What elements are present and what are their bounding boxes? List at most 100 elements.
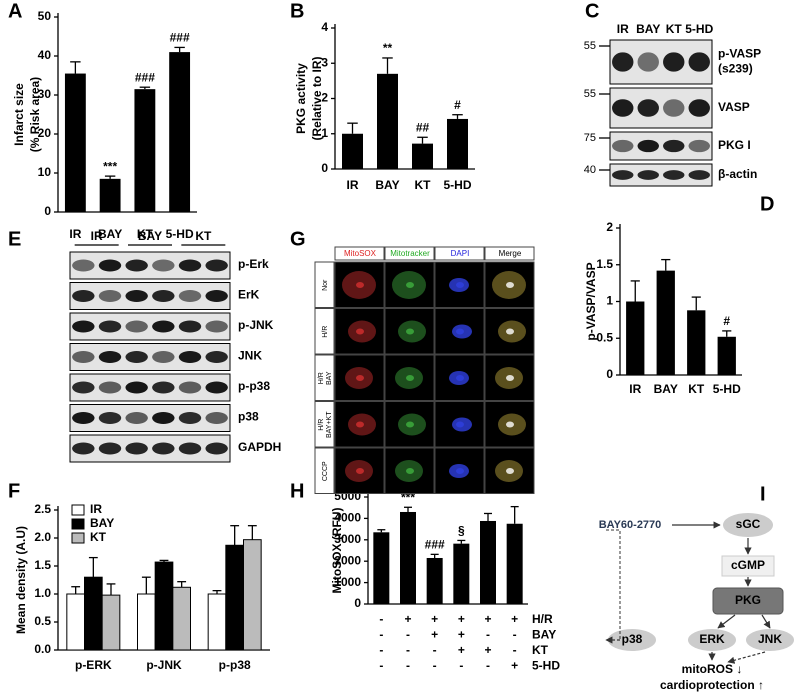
legend-swatch bbox=[71, 532, 85, 544]
y-tick-label: 1000 bbox=[334, 575, 361, 589]
node-sgc-shape bbox=[723, 513, 773, 537]
bar bbox=[400, 511, 416, 604]
blot-band bbox=[663, 99, 685, 117]
y-tick-label: 2.0 bbox=[34, 530, 51, 544]
x-tick-label: p-p38 bbox=[219, 658, 251, 672]
bar bbox=[377, 73, 398, 169]
treatment-sign: - bbox=[433, 659, 437, 673]
significance-label: § bbox=[458, 524, 465, 538]
y-axis-label: Mean density (A.U) bbox=[14, 526, 28, 634]
bar bbox=[207, 593, 227, 651]
node-jnk: JNK bbox=[758, 632, 782, 646]
y-tick-label: 2 bbox=[606, 220, 613, 234]
y-axis-label: MitoSOX (RFU) bbox=[330, 508, 344, 594]
bar bbox=[426, 557, 443, 604]
x-tick-label: KT bbox=[688, 382, 705, 396]
lane-label: KT bbox=[666, 22, 683, 36]
bar bbox=[453, 543, 470, 604]
blot-band bbox=[663, 170, 685, 180]
bar bbox=[717, 336, 736, 375]
x-tick-label: 5-HD bbox=[166, 227, 194, 241]
blot-band bbox=[152, 442, 175, 455]
blot-label: JNK bbox=[238, 349, 262, 363]
bar bbox=[154, 561, 174, 651]
cell-signal-core bbox=[406, 328, 414, 335]
mw-marker: 55 bbox=[584, 40, 596, 52]
bar bbox=[101, 594, 121, 651]
node-cgmp-shape bbox=[721, 555, 775, 577]
lane-label: BAY bbox=[138, 229, 162, 243]
y-tick-label: 40 bbox=[38, 48, 52, 62]
row-label: H/R bbox=[318, 419, 325, 431]
arrow bbox=[717, 614, 736, 629]
lane-label: 5-HD bbox=[685, 22, 713, 36]
treatment-sign: - bbox=[433, 643, 437, 657]
blot-band bbox=[178, 320, 202, 333]
outcome: mitoROS ↓ bbox=[682, 662, 743, 676]
row-label-box bbox=[314, 401, 335, 448]
y-tick-label: 20 bbox=[38, 126, 52, 140]
panel-letter: A bbox=[8, 0, 22, 22]
legend-label: KT bbox=[90, 530, 107, 544]
panel-letter: I bbox=[760, 483, 766, 505]
significance-label: # bbox=[454, 98, 461, 112]
blot-membrane bbox=[69, 251, 231, 280]
blot-band bbox=[72, 442, 95, 455]
blot-band bbox=[688, 99, 710, 117]
node-erk-shape bbox=[688, 629, 736, 651]
blot-band bbox=[98, 290, 122, 302]
treatment-sign: + bbox=[458, 643, 465, 657]
bar bbox=[64, 73, 86, 212]
y-tick-label: 10 bbox=[38, 165, 52, 179]
treatment-sign: - bbox=[406, 628, 410, 642]
bar bbox=[656, 270, 675, 375]
blot-band bbox=[125, 351, 148, 363]
treatment-sign: - bbox=[379, 612, 383, 626]
y-tick-label: 0 bbox=[354, 596, 361, 610]
treatment-sign: - bbox=[486, 628, 490, 642]
blot-band bbox=[72, 412, 95, 424]
outcome: cardioprotection ↑ bbox=[660, 678, 764, 692]
treatment-sign: - bbox=[513, 628, 517, 642]
column-header: Mitotracker bbox=[390, 249, 430, 258]
row-label-box bbox=[314, 447, 335, 494]
cell-signal-core bbox=[506, 328, 514, 335]
panel-letter: E bbox=[8, 228, 21, 250]
blot-band bbox=[72, 320, 95, 333]
blot-band bbox=[152, 320, 175, 333]
blot-band bbox=[688, 139, 710, 153]
blot-band bbox=[637, 139, 659, 153]
significance-label: ### bbox=[135, 70, 155, 84]
x-tick-label: IR bbox=[69, 227, 81, 241]
x-tick-label: 5-HD bbox=[713, 382, 741, 396]
blot-label: ErK bbox=[238, 288, 260, 302]
blot-band bbox=[178, 442, 202, 455]
treatment-sign: + bbox=[431, 612, 438, 626]
bar bbox=[687, 310, 706, 375]
bar bbox=[506, 523, 523, 604]
panel-letter: B bbox=[290, 0, 304, 22]
column-header: Merge bbox=[499, 249, 522, 258]
treatment-sign: + bbox=[484, 643, 491, 657]
treatment-sign: - bbox=[406, 643, 410, 657]
y-tick-label: 1.5 bbox=[34, 558, 51, 572]
legend-label: BAY bbox=[90, 516, 114, 530]
y-tick-label: 1 bbox=[606, 294, 613, 308]
row-label: BAY+KT bbox=[326, 411, 333, 438]
x-tick-label: BAY bbox=[98, 227, 122, 241]
blot-band bbox=[98, 259, 122, 272]
y-tick-label: 0.5 bbox=[34, 614, 51, 628]
cell-signal-core bbox=[456, 375, 464, 381]
mw-marker: 55 bbox=[584, 88, 596, 100]
arrow bbox=[727, 651, 766, 664]
x-tick-label: p-JNK bbox=[146, 658, 182, 672]
blot-band bbox=[178, 351, 202, 363]
blot-band bbox=[178, 259, 202, 272]
panel-letter: D bbox=[760, 193, 774, 215]
bar bbox=[480, 520, 496, 604]
y-axis-label: p-VASP/VASP bbox=[584, 262, 598, 340]
arrow bbox=[761, 614, 771, 629]
y-tick-label: 3000 bbox=[334, 532, 361, 546]
row-label-box bbox=[314, 261, 335, 308]
y-tick-label: 50 bbox=[38, 9, 52, 23]
